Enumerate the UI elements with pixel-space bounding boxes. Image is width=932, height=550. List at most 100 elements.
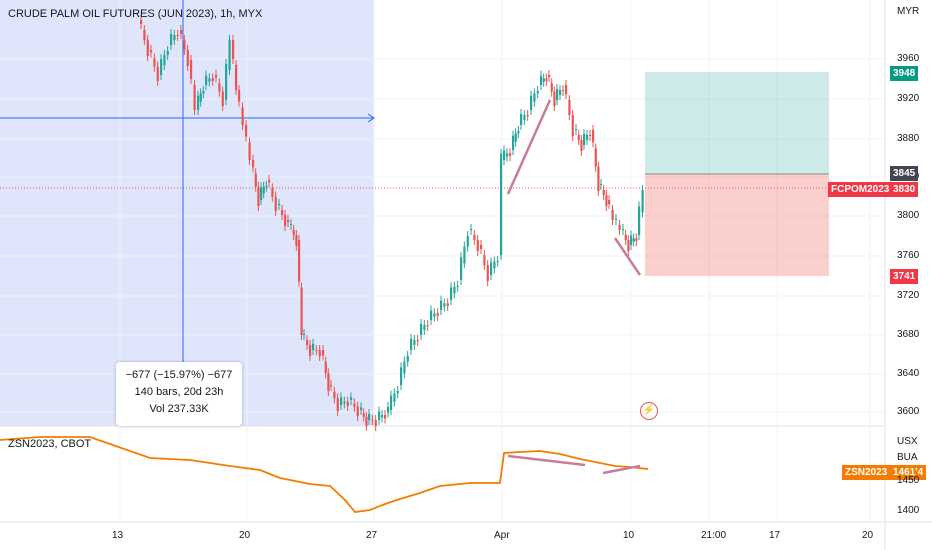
candle-body (530, 95, 533, 110)
candle-body (303, 334, 306, 335)
sub-chart-title: ZSN2023, CBOT (8, 438, 92, 450)
candle-body (163, 55, 166, 65)
candle-body (580, 140, 583, 151)
sub-currency-label: USX (897, 436, 918, 447)
candle-body (318, 350, 321, 356)
price-tick-label: 3880 (897, 133, 920, 144)
candle-body (343, 401, 346, 404)
candle-body (393, 393, 396, 402)
candle-body (300, 287, 303, 335)
candle-body (278, 204, 281, 205)
candle-body (480, 245, 483, 249)
candle-body (150, 50, 153, 53)
candle-body (638, 206, 641, 235)
candle-body (571, 115, 574, 136)
candle-body (215, 75, 218, 78)
bolt-icon[interactable]: ⚡ (640, 402, 658, 420)
candle-body (390, 395, 393, 410)
measure-change: −677 (−15.97%) −677 (125, 369, 233, 381)
candle-body (336, 398, 339, 411)
candle-body (627, 240, 630, 251)
candle-body (322, 350, 325, 356)
sub-series-line (0, 436, 649, 513)
candle-body (416, 340, 419, 341)
candle-body (295, 235, 298, 246)
candle-body (374, 420, 377, 426)
candle-body (356, 406, 359, 416)
candle-body (589, 135, 592, 136)
candle-body (496, 261, 499, 262)
price-tick-label: 3600 (897, 406, 920, 417)
candle-body (173, 35, 176, 40)
candle-body (371, 420, 374, 421)
candle-body (553, 91, 556, 106)
candle-body (575, 129, 578, 130)
target-price-tag: 3948 (890, 66, 919, 81)
candle-body (287, 220, 290, 222)
candle-body (241, 107, 244, 125)
candle-body (568, 100, 571, 115)
sub-symbol-tag: ZSN2023 (842, 465, 891, 480)
price-tick-label: 3720 (897, 290, 920, 301)
candle-body (360, 407, 363, 410)
candle-body (298, 240, 301, 282)
candle-body (463, 246, 466, 264)
candle-body (378, 411, 381, 420)
candle-body (292, 230, 295, 235)
candle-body (327, 373, 330, 391)
candle-body (470, 229, 473, 230)
candle-body (156, 66, 159, 81)
time-tick-label: Apr (494, 530, 510, 541)
candle-body (594, 148, 597, 167)
candle-body (262, 186, 265, 194)
candle-body (274, 196, 277, 211)
crosshair-arrow (367, 113, 375, 123)
candle-body (362, 413, 365, 417)
candle-body (615, 219, 618, 220)
candle-body (353, 403, 356, 407)
candle-body (365, 416, 368, 426)
candle-body (577, 135, 580, 140)
price-tick-label: 3960 (897, 53, 920, 64)
candle-body (446, 303, 449, 306)
sub-price-tag: 1461'4 (890, 465, 927, 480)
candle-body (330, 385, 333, 386)
candle-body (281, 210, 284, 215)
candle-body (146, 40, 149, 56)
candle-body (413, 340, 416, 345)
time-tick-label: 20 (239, 530, 251, 541)
candle-body (350, 397, 353, 400)
sub-trend-line (507, 454, 586, 467)
candle-body (176, 35, 179, 36)
measure-bars: 140 bars, 20d 23h (134, 386, 224, 398)
candle-body (211, 78, 214, 81)
candle-body (140, 20, 143, 24)
candle-body (340, 397, 343, 405)
candle-body (550, 83, 553, 92)
candle-body (260, 187, 263, 200)
stop-price-tag: 3741 (890, 269, 919, 284)
candle-body (381, 415, 384, 418)
candle-body (433, 313, 436, 317)
candle-body (586, 135, 589, 140)
candle-body (186, 50, 189, 66)
candle-body (384, 415, 387, 419)
candle-body (170, 34, 173, 45)
candle-body (514, 133, 517, 142)
measure-volume: Vol 237.33K (149, 403, 209, 415)
trend-line (613, 237, 642, 276)
candle-body (346, 401, 349, 406)
candle-body (183, 40, 186, 50)
candle-body (166, 51, 169, 55)
candle-body (583, 134, 586, 145)
trend-line (506, 99, 552, 195)
candle-body (506, 153, 509, 157)
sub-tick-1450: 1450 (897, 475, 920, 486)
candle-body (526, 115, 529, 116)
candle-body (430, 310, 433, 320)
candle-body (160, 59, 163, 75)
candle-body (268, 180, 271, 183)
candle-body (559, 90, 562, 95)
